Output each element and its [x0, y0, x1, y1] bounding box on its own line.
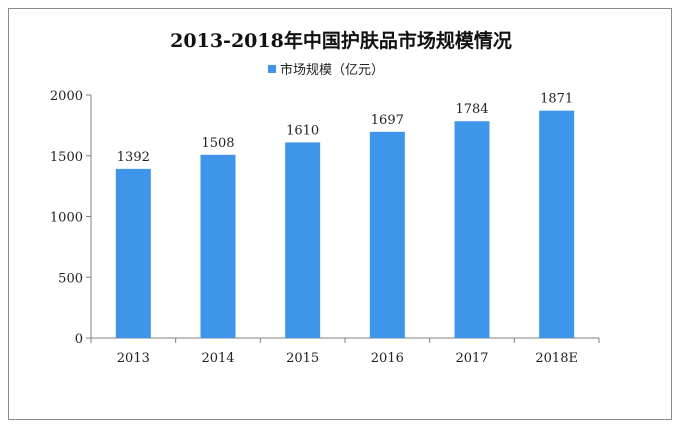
legend: 市场规模（亿元）	[268, 62, 384, 78]
x-tick-label: 2016	[371, 351, 404, 366]
x-tick-label: 2015	[286, 351, 319, 366]
x-tick-label: 2018E	[535, 351, 578, 366]
data-labels: 1392 1508 1610 1697 1784 1871	[117, 92, 573, 165]
x-tick-label: 2013	[117, 351, 150, 366]
bar-2013	[115, 168, 151, 338]
bar-2018E	[539, 110, 575, 339]
bar-2014	[200, 154, 236, 338]
bar-2016	[369, 131, 405, 338]
data-label: 1784	[455, 102, 488, 117]
y-tick-label: 1000	[50, 211, 83, 226]
x-tick-label: 2014	[201, 351, 234, 366]
legend-swatch	[268, 65, 276, 73]
bar-2017	[454, 121, 490, 338]
bars	[115, 110, 575, 339]
y-tick-label: 1500	[50, 150, 83, 165]
data-label: 1392	[117, 150, 150, 165]
x-axis: 2013 2014 2015 2016 2017 2018E	[90, 337, 600, 366]
data-label: 1610	[286, 123, 319, 138]
y-tick-label: 500	[58, 271, 83, 286]
bar-2015	[285, 142, 321, 338]
data-label: 1508	[201, 136, 234, 151]
chart-canvas: 2013-2018年中国护肤品市场规模情况 市场规模（亿元） 0 500 1000 1…	[50, 29, 600, 366]
x-tick-label: 2017	[455, 351, 488, 366]
y-tick-label: 2000	[50, 89, 83, 104]
legend-label: 市场规模（亿元）	[280, 62, 384, 78]
chart-frame: 2013-2018年中国护肤品市场规模情况 市场规模（亿元） 0 500 1000 1…	[8, 8, 672, 420]
data-label: 1697	[371, 113, 404, 128]
data-label: 1871	[540, 92, 573, 107]
y-axis: 0 500 1000 1500 2000	[50, 89, 92, 347]
chart-title: 2013-2018年中国护肤品市场规模情况	[170, 29, 512, 52]
y-tick-label: 0	[75, 332, 83, 347]
